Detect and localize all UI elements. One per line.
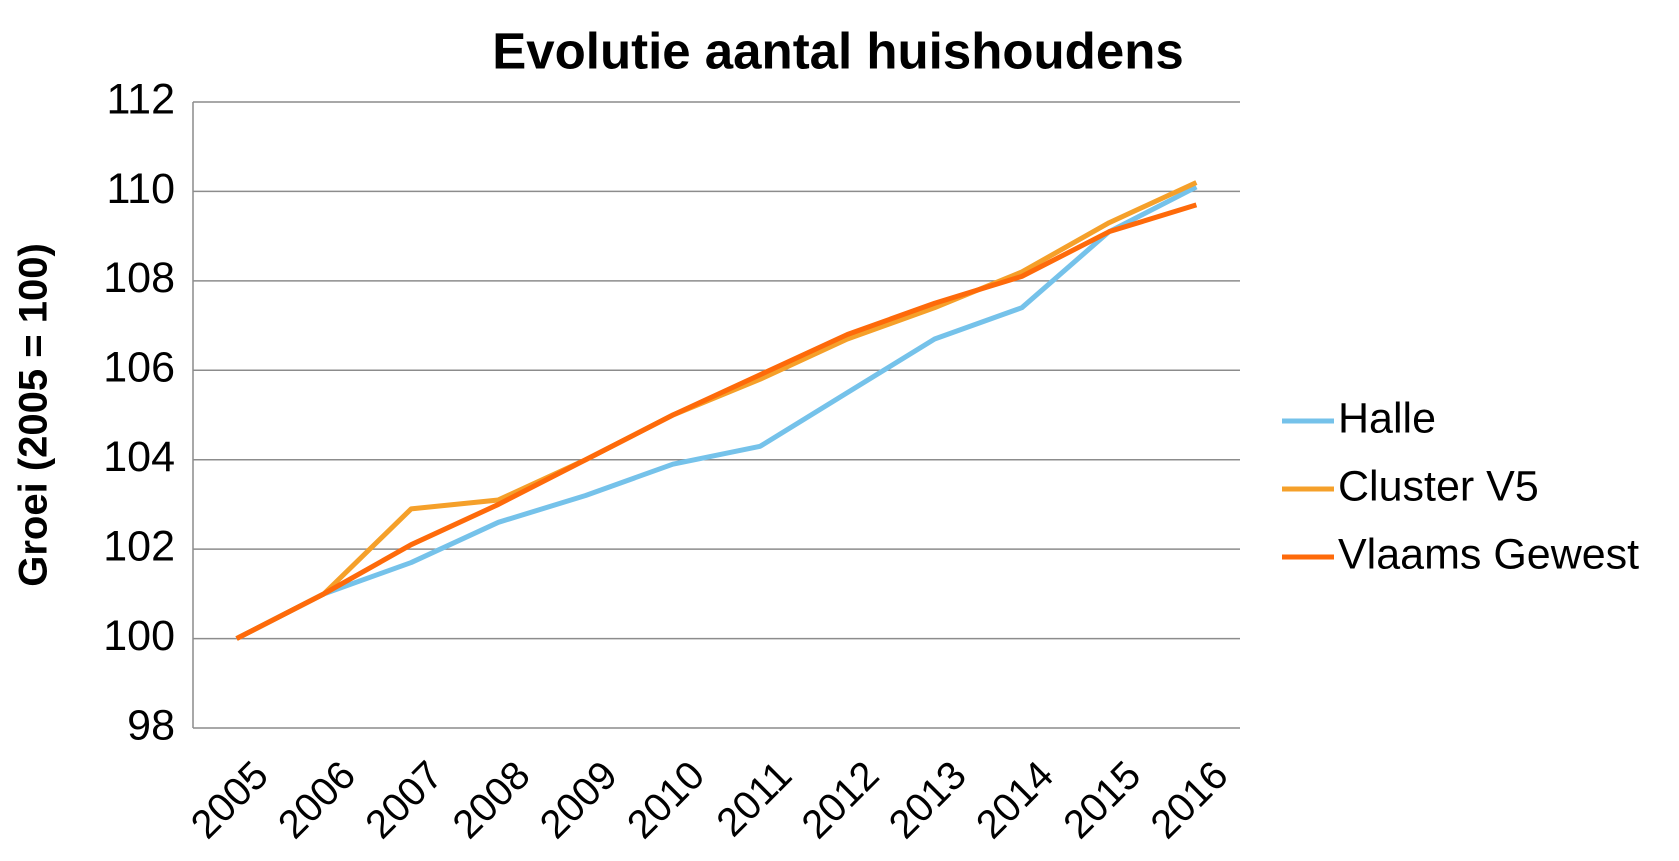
x-tick-label: 2016 — [1143, 753, 1237, 847]
x-tick-label: 2006 — [270, 753, 364, 847]
legend-label: Halle — [1338, 394, 1436, 442]
y-tick-label: 98 — [127, 701, 175, 749]
chart-title: Evolutie aantal huishoudens — [492, 22, 1183, 79]
x-tick-label: 2011 — [708, 753, 800, 845]
x-tick-label: 2012 — [794, 753, 888, 847]
x-tick-label: 2013 — [881, 753, 975, 847]
x-tick-label: 2007 — [357, 753, 451, 847]
y-tick-label: 102 — [103, 523, 175, 571]
legend-label: Vlaams Gewest — [1338, 530, 1639, 578]
x-tick-label: 2009 — [532, 753, 626, 847]
y-tick-label: 110 — [106, 165, 175, 213]
y-tick-label: 108 — [103, 254, 175, 302]
x-tick-label: 2010 — [619, 753, 713, 847]
x-tick-label: 2005 — [183, 753, 277, 847]
x-tick-label: 2008 — [445, 753, 539, 847]
series-line — [235, 202, 1198, 641]
y-tick-label: 106 — [103, 344, 175, 392]
y-tick-label: 100 — [103, 612, 175, 660]
legend-label: Cluster V5 — [1338, 462, 1539, 510]
series-line — [235, 184, 1198, 641]
y-tick-label: 112 — [106, 75, 175, 123]
x-tick-label: 2014 — [968, 753, 1062, 847]
series-line — [235, 180, 1198, 641]
y-tick-label: 104 — [103, 433, 175, 481]
y-axis-label: Groei (2005 = 100) — [12, 243, 56, 587]
x-tick-label: 2015 — [1055, 753, 1149, 847]
